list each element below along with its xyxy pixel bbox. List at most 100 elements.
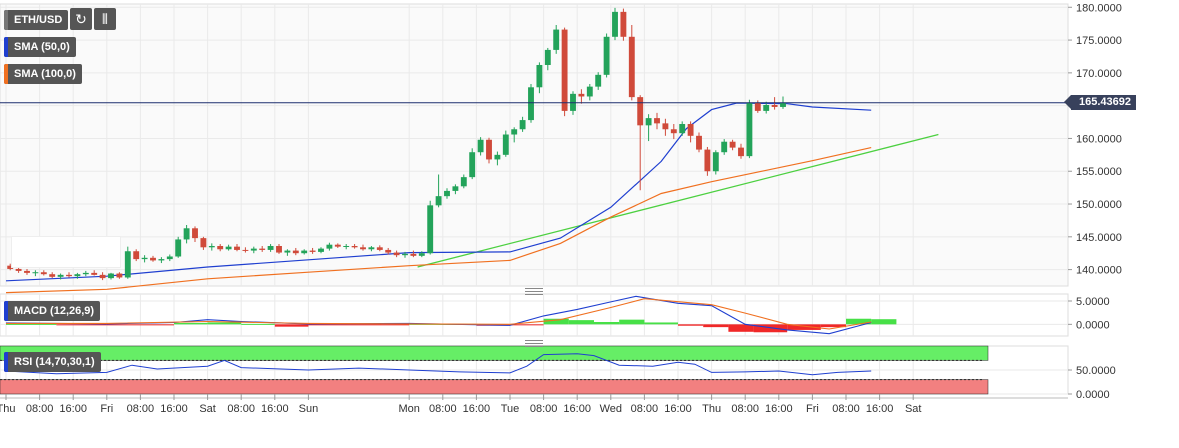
sma100-label: SMA (100,0) (14, 68, 76, 80)
candle-body (24, 270, 30, 273)
candle-body (49, 274, 56, 277)
macd-y-tick-label: 5.0000 (1076, 296, 1110, 308)
candle-body (175, 239, 182, 257)
sma100-legend[interactable]: SMA (100,0) (4, 64, 82, 84)
candle-body (486, 139, 492, 160)
main-y-tick-label: 145.0000 (1076, 232, 1122, 244)
x-tick-label: 16:00 (463, 403, 491, 415)
macd-legend[interactable]: MACD (12,26,9) (4, 301, 101, 321)
candle-body (452, 186, 459, 191)
bars-icon[interactable]: ⫴ (94, 8, 116, 30)
main-pane-frame (0, 3, 1069, 287)
main-y-tick-label: 150.0000 (1076, 199, 1122, 211)
candle-body (99, 274, 106, 279)
candle-body (511, 129, 518, 135)
symbol-swatch (4, 10, 8, 30)
candle-body (595, 74, 602, 87)
x-tick-label: Sat (905, 403, 922, 415)
candle-body (712, 152, 719, 172)
candle-body (519, 120, 526, 130)
candle-body (477, 139, 484, 153)
rsi-y-tick-label: 0.0000 (1076, 389, 1110, 401)
macd-line-signal (6, 298, 872, 330)
candle-body (553, 29, 560, 50)
sma50-legend[interactable]: SMA (50,0) (4, 37, 76, 57)
candle-body (309, 250, 316, 252)
main-y-tick-label: 155.0000 (1076, 166, 1122, 178)
x-tick-label: Sat (199, 403, 216, 415)
candle-body (780, 103, 786, 107)
symbol-text: ETH/USD (14, 14, 63, 26)
rsi-legend[interactable]: RSI (14,70,30,1) (4, 352, 101, 372)
candle-body (200, 238, 207, 248)
x-tick-label: 16:00 (765, 403, 793, 415)
candle-body (502, 134, 509, 155)
x-tick-label: Tue (501, 403, 520, 415)
x-tick-label: Thu (702, 403, 721, 415)
main-y-tick-label: 180.0000 (1076, 2, 1122, 14)
main-y-tick-label: 170.0000 (1076, 68, 1122, 80)
x-tick-label: Wed (600, 403, 622, 415)
candle-body (679, 124, 686, 134)
candle-body (402, 253, 408, 256)
macd-histogram-bar (871, 319, 897, 325)
candle-body (637, 97, 644, 126)
candle-body (603, 36, 610, 75)
candle-body (544, 49, 551, 65)
candle-body (368, 247, 375, 250)
x-tick-label: Sun (299, 403, 319, 415)
x-tick-label: Fri (100, 403, 113, 415)
candle-body (662, 123, 669, 130)
x-tick-label: Fri (806, 403, 819, 415)
macd-histogram-bar (568, 320, 594, 325)
candle-body (418, 253, 425, 256)
candle-body (225, 246, 232, 250)
x-tick-label: Mon (398, 403, 419, 415)
candle-body (696, 135, 702, 150)
x-tick-label: 16:00 (664, 403, 692, 415)
candle-body (82, 272, 89, 275)
candle-body (536, 64, 543, 88)
candle-body (771, 104, 778, 107)
pane-resize-handle-macd[interactable] (525, 288, 543, 295)
sma-line-sma-100-0- (5, 147, 872, 294)
candle-body (208, 245, 215, 248)
candle-body (166, 256, 173, 260)
candle-body (444, 190, 450, 197)
candle-body (124, 251, 131, 278)
candle-body (620, 11, 627, 37)
x-tick-label: 08:00 (26, 403, 54, 415)
main-y-tick-label: 160.0000 (1076, 133, 1122, 145)
candle-body (670, 129, 677, 134)
macd-histogram-bar (274, 324, 309, 327)
candle-body (15, 268, 22, 271)
candle-body (654, 118, 660, 124)
candle-body (738, 147, 744, 157)
candle-body (427, 205, 434, 254)
x-tick-label: 08:00 (832, 403, 860, 415)
macd-line-macd (5, 295, 872, 335)
candle-body (242, 249, 249, 251)
candle-body (91, 272, 98, 275)
candle-body (141, 257, 148, 260)
candle-body (250, 248, 257, 251)
candle-body (721, 141, 728, 153)
macd-histogram-bar (241, 323, 275, 325)
candle-body (192, 228, 198, 239)
symbol-label[interactable]: ETH/USD (4, 10, 69, 30)
candle-body (183, 228, 190, 240)
pane-resize-handle-rsi[interactable] (525, 340, 543, 347)
macd-y-tick-label: 0.0000 (1076, 319, 1110, 331)
candle-body (301, 250, 308, 254)
macd-histogram-bar (308, 324, 410, 326)
macd-histogram-bar (678, 324, 704, 326)
macd-swatch (4, 301, 8, 321)
sma-line-sma-50-0- (5, 102, 872, 282)
refresh-icon[interactable]: ↻ (70, 8, 92, 30)
x-tick-label: 08:00 (631, 403, 659, 415)
rsi-overbought-band (0, 345, 989, 361)
candle-body (360, 247, 366, 250)
macd-histogram-bar (6, 323, 57, 325)
rsi-line (5, 353, 872, 376)
